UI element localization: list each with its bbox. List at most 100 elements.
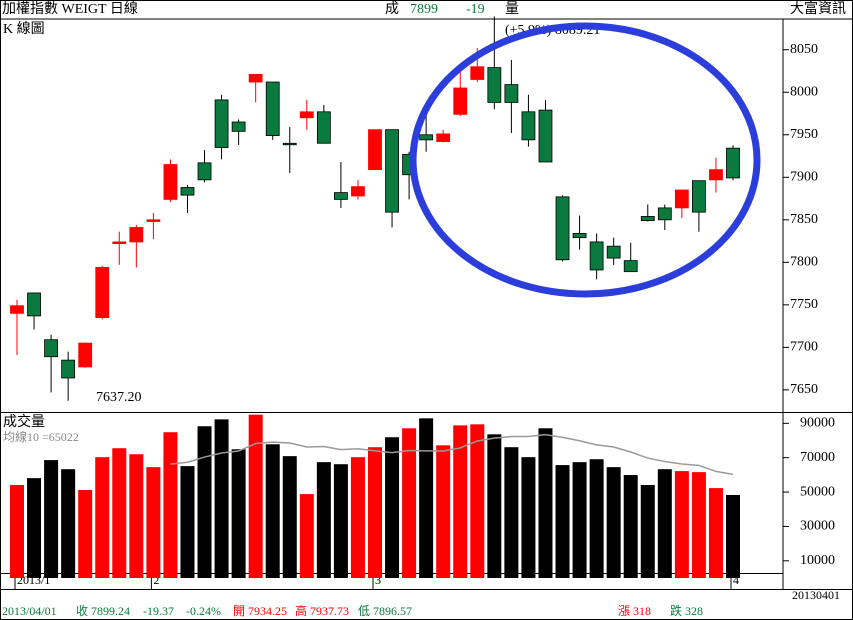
volume-bar	[606, 467, 621, 578]
volume-bar	[623, 475, 638, 578]
volume-bar	[129, 454, 144, 578]
volume-label: 量	[505, 1, 519, 17]
candle-body	[572, 233, 587, 239]
candle-body	[709, 169, 723, 181]
volume-bar	[112, 448, 127, 578]
candle-body	[351, 186, 365, 197]
volume-bar	[214, 419, 229, 578]
candle-body	[61, 359, 76, 379]
volume-bar	[146, 467, 161, 578]
candle-body	[112, 241, 127, 245]
candle-body	[623, 260, 638, 273]
status-change-pct: -0.24%	[186, 604, 221, 618]
status-low: 低 7896.57	[358, 604, 412, 618]
header-title: 加權指數 WEIGT 日線	[2, 1, 138, 17]
trade-change: -19	[466, 2, 485, 17]
candle-body	[282, 142, 297, 146]
y-tick-label: 7700	[790, 340, 818, 355]
candle-body	[726, 147, 740, 179]
candle-body	[606, 245, 621, 259]
legend-entry: 均線10 =65022	[3, 429, 79, 444]
candle-body	[470, 66, 485, 80]
candle-body	[299, 111, 314, 119]
candle-body	[146, 219, 161, 222]
volume-bar	[368, 447, 382, 578]
status-high: 高 7937.73	[295, 603, 349, 618]
candle-body	[504, 84, 519, 103]
volume-pane-title: 成交量	[3, 413, 45, 430]
status-date: 2013/04/01	[2, 604, 57, 618]
candle-body	[674, 189, 689, 209]
volume-bar	[504, 447, 519, 578]
volume-bar	[180, 466, 195, 578]
y-tick-label: 30000	[800, 519, 835, 534]
volume-bar	[487, 434, 502, 578]
volume-bar	[589, 459, 604, 578]
status-up-count: 漲 318	[618, 604, 651, 618]
y-tick-label: 7750	[790, 297, 818, 312]
volume-bar	[657, 469, 672, 578]
candle-body	[129, 227, 144, 243]
candle-body	[214, 99, 229, 148]
candle-body	[589, 241, 604, 271]
candle-body	[27, 292, 41, 317]
price-pane-title: K 線圖	[3, 21, 45, 37]
candle-body	[555, 196, 570, 261]
status-open: 開 7934.25	[233, 604, 287, 618]
volume-bar	[726, 494, 740, 578]
volume-bar	[470, 424, 485, 578]
volume-bar	[248, 414, 263, 578]
status-down-count: 跌 328	[670, 603, 703, 618]
marks: 7650 7700 7750 7800 7850 7900 7950 8000 8050 1000…	[3, 16, 835, 589]
y-tick-label: 7850	[790, 212, 818, 227]
candle-body	[180, 187, 195, 196]
candle-body	[265, 81, 280, 137]
volume-bar	[572, 462, 587, 578]
low-annotation: 7637.20	[96, 390, 142, 405]
candle-body	[95, 267, 110, 319]
x-tick-label: 3	[375, 573, 381, 587]
volume-bar	[44, 460, 59, 578]
volume-bar	[95, 457, 110, 578]
volume-bar	[674, 471, 689, 578]
volume-bar	[402, 428, 417, 578]
trade-label: 成	[385, 1, 399, 17]
volume-bar	[27, 478, 42, 578]
candle-body	[163, 164, 178, 200]
vendor: 大富資訊	[790, 0, 846, 17]
volume-bar	[61, 469, 76, 578]
y-tick-label: 70000	[800, 450, 835, 465]
candle-body	[248, 73, 263, 83]
volume-bar	[299, 494, 314, 578]
x-tick-label: 2013/1	[17, 573, 50, 587]
volume-bar	[265, 444, 280, 578]
y-tick-label: 7900	[790, 170, 818, 185]
candle-body	[436, 133, 451, 142]
candle-body	[453, 87, 468, 115]
volume-bar	[453, 425, 468, 578]
volume-bar	[316, 462, 331, 578]
candle-body	[44, 339, 58, 358]
volume-bar	[333, 464, 348, 578]
candle-body	[487, 67, 502, 103]
volume-bar	[78, 490, 93, 578]
volume-bar	[708, 488, 723, 578]
volume-bar	[640, 485, 655, 578]
status-change: -19.37	[143, 604, 174, 618]
volume-bar	[538, 428, 553, 578]
candle-body	[231, 121, 246, 132]
volume-bar	[521, 457, 536, 578]
x-tick-label: 4	[733, 573, 739, 587]
candle-body	[368, 129, 382, 171]
moving-average-line	[170, 433, 734, 476]
x-end-label: 20130401	[792, 588, 840, 602]
volume-bar	[197, 426, 212, 578]
y-tick-label: 7800	[790, 255, 818, 270]
candle-body	[197, 162, 212, 181]
candle-body	[538, 109, 553, 163]
y-tick-label: 7950	[790, 127, 818, 142]
volume-bar	[163, 432, 178, 578]
candle-body	[657, 207, 672, 221]
